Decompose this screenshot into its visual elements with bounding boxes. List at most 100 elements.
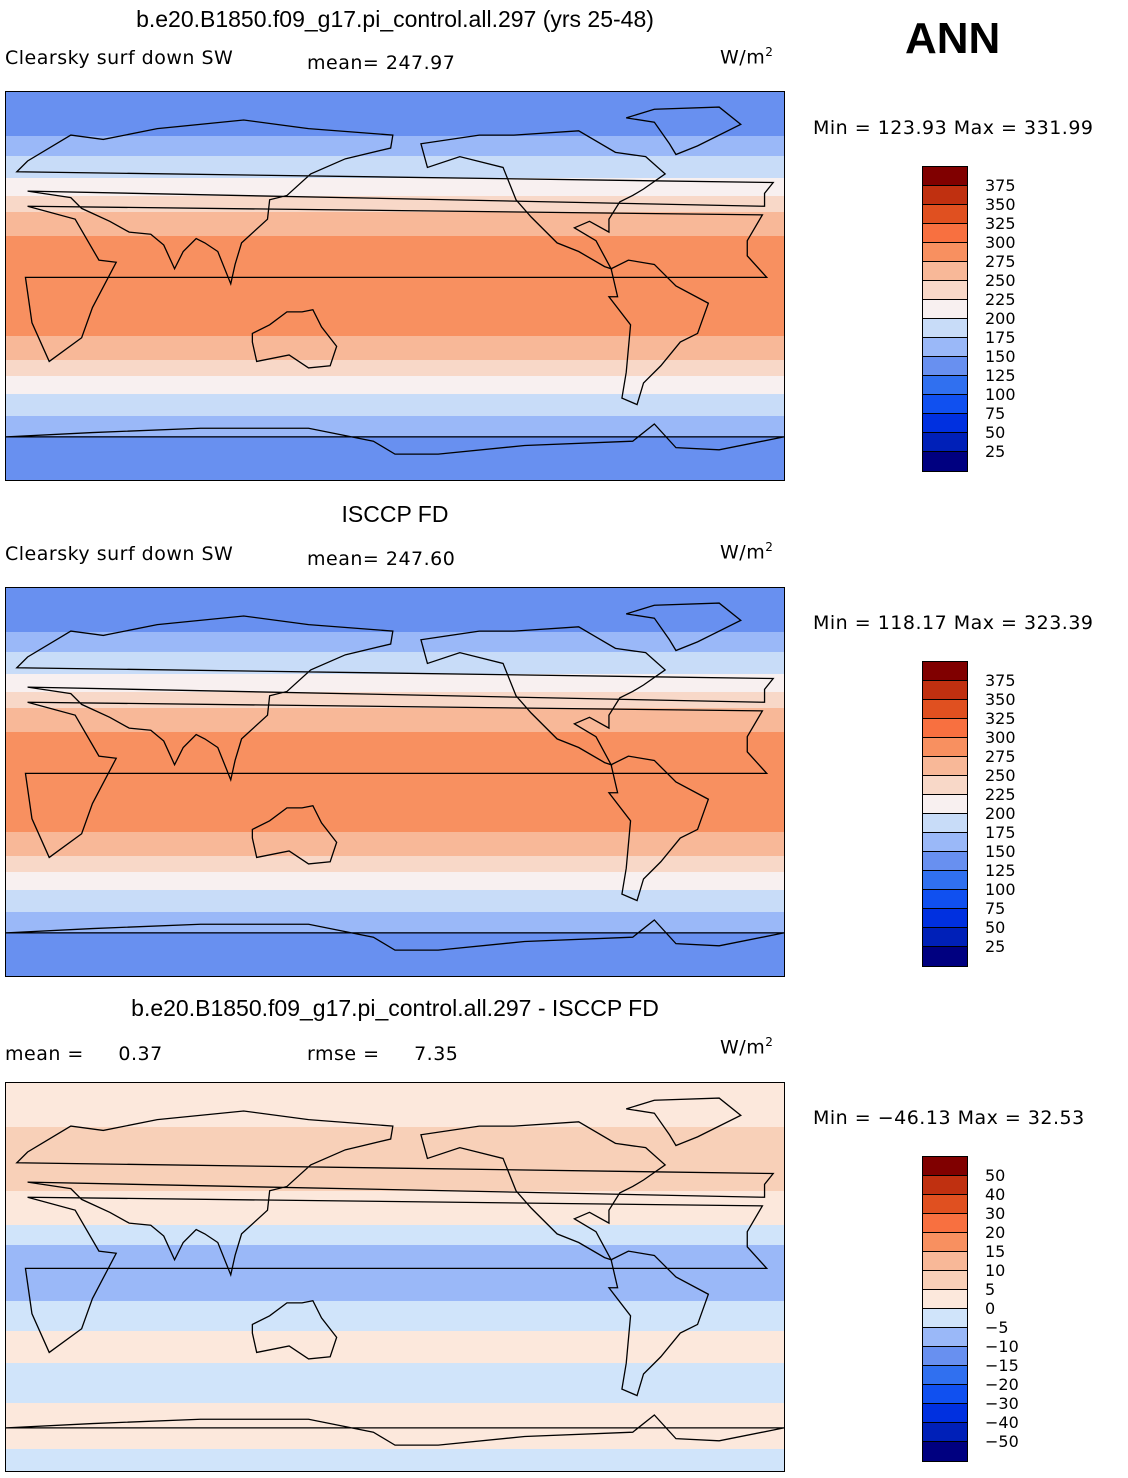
map-band	[6, 430, 784, 433]
map-band	[6, 944, 784, 947]
map-band	[6, 416, 784, 419]
map-band	[6, 1099, 784, 1102]
colorbar-swatch	[923, 852, 967, 871]
map-band	[6, 1283, 784, 1286]
colorbar-swatch	[923, 167, 967, 186]
map-band	[6, 288, 784, 291]
map-band	[6, 394, 784, 397]
map-band	[6, 354, 784, 357]
map-band	[6, 724, 784, 727]
colorbar-tick-label: −50	[985, 1432, 1019, 1451]
map-band	[6, 1173, 784, 1176]
map-band	[6, 722, 784, 725]
map-band	[6, 306, 784, 309]
panel-1-units-exp: 2	[765, 45, 774, 59]
colorbar-tick-label: 0	[985, 1299, 996, 1318]
map-band	[6, 166, 784, 169]
map-band	[6, 350, 784, 353]
map-band	[6, 920, 784, 923]
map-band	[6, 138, 784, 141]
map-band	[6, 882, 784, 885]
map-band	[6, 1183, 784, 1186]
map-band	[6, 1469, 784, 1471]
map-band	[6, 594, 784, 597]
map-band	[6, 840, 784, 843]
coastline-north-america	[420, 130, 667, 270]
map-band	[6, 786, 784, 789]
map-band	[6, 224, 784, 227]
map-band	[6, 470, 784, 473]
map-band	[6, 660, 784, 663]
map-band	[6, 142, 784, 145]
map-band	[6, 298, 784, 301]
map-band	[6, 292, 784, 295]
map-band	[6, 376, 784, 379]
map-band	[6, 1415, 784, 1418]
map-band	[6, 1089, 784, 1092]
map-band	[6, 102, 784, 105]
map-band	[6, 164, 784, 167]
map-band	[6, 1315, 784, 1318]
colorbar-swatch	[923, 719, 967, 738]
map-band	[6, 1323, 784, 1326]
colorbar-tick-label: 275	[985, 747, 1016, 766]
map-band	[6, 1367, 784, 1370]
map-band	[6, 1453, 784, 1456]
map-band	[6, 632, 784, 635]
map-band	[6, 814, 784, 817]
map-band	[6, 1149, 784, 1152]
colorbar-tick-label: 20	[985, 1223, 1006, 1242]
colorbar-swatch	[923, 433, 967, 452]
map-band	[6, 116, 784, 119]
map-band	[6, 1429, 784, 1432]
map-band	[6, 1303, 784, 1306]
panel-2-units-base: W/m	[720, 541, 766, 564]
map-band	[6, 362, 784, 365]
map-band	[6, 1297, 784, 1300]
map-band	[6, 188, 784, 191]
map-band	[6, 474, 784, 477]
map-band	[6, 676, 784, 679]
map-band	[6, 186, 784, 189]
map-band	[6, 774, 784, 777]
map-band	[6, 1347, 784, 1350]
map-band	[6, 348, 784, 351]
panel-3-mean-label: mean =	[5, 1043, 84, 1065]
map-band	[6, 842, 784, 845]
map-band	[6, 202, 784, 205]
coastline-africa	[24, 205, 769, 363]
map-band	[6, 1213, 784, 1216]
colorbar-swatch	[923, 681, 967, 700]
map-band	[6, 624, 784, 627]
map-band	[6, 832, 784, 835]
coastline-south-america	[607, 259, 710, 406]
map-band	[6, 302, 784, 305]
map-band	[6, 1129, 784, 1132]
map-band	[6, 1201, 784, 1204]
map-band	[6, 618, 784, 621]
colorbar-tick-label: 275	[985, 252, 1016, 271]
map-band	[6, 900, 784, 903]
panel-3-rmse: rmse = 7.35	[307, 1043, 458, 1065]
map-band	[6, 1405, 784, 1408]
map-band	[6, 922, 784, 925]
map-band	[6, 938, 784, 941]
map-band	[6, 970, 784, 973]
map-band	[6, 1225, 784, 1228]
map-band	[6, 1227, 784, 1230]
map-band	[6, 616, 784, 619]
coastline-south-america	[607, 1250, 710, 1397]
panel-1-minmax: Min = 123.93 Max = 331.99	[813, 117, 1094, 139]
map-band	[6, 478, 784, 480]
map-band	[6, 346, 784, 349]
map-band	[6, 1257, 784, 1260]
map-band	[6, 662, 784, 665]
panel-2-units: W/m2	[720, 540, 773, 563]
map-band	[6, 706, 784, 709]
colorbar-tick-label: 375	[985, 176, 1016, 195]
map-band	[6, 674, 784, 677]
map-band	[6, 1175, 784, 1178]
map-band	[6, 878, 784, 881]
map-band	[6, 934, 784, 937]
map-band	[6, 1249, 784, 1252]
